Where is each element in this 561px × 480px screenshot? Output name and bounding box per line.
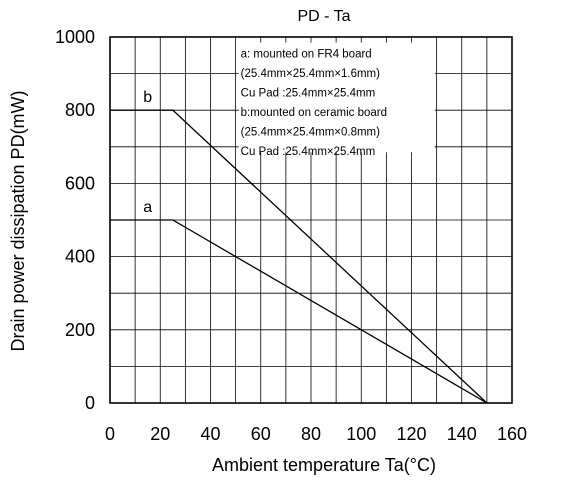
x-tick-label: 20: [150, 424, 170, 444]
y-tick-label: 0: [85, 393, 95, 413]
y-axis-label: Drain power dissipation PD(mW): [8, 90, 28, 351]
x-tick-label: 0: [105, 424, 115, 444]
chart-title: PD - Ta: [297, 8, 350, 25]
annotation-box: [238, 42, 435, 153]
annotation-line: Cu Pad :25.4mm×25.4mm: [241, 146, 376, 158]
annotation-line: (25.4mm×25.4mm×0.8mm): [241, 126, 380, 138]
annotation-line: Cu Pad :25.4mm×25.4mm: [241, 87, 376, 99]
x-tick-label: 40: [200, 424, 220, 444]
x-tick-label: 140: [447, 424, 477, 444]
x-tick-label: 100: [346, 424, 376, 444]
series-group: ab: [110, 89, 488, 404]
y-tick-label: 800: [65, 100, 95, 120]
annotation-line: (25.4mm×25.4mm×1.6mm): [241, 68, 380, 80]
y-tick-label: 400: [65, 247, 95, 267]
y-tick-label: 200: [65, 320, 95, 340]
annotation-notes: a: mounted on FR4 board (25.4mm×25.4mm×1.…: [241, 48, 387, 158]
x-tick-label: 60: [251, 424, 271, 444]
series-label-a: a: [143, 199, 152, 216]
x-tick-label: 120: [396, 424, 426, 444]
x-axis-label: Ambient temperature Ta(°C): [212, 455, 436, 475]
annotation-line: a: mounted on FR4 board: [241, 48, 372, 60]
series-line-b: [110, 109, 488, 404]
x-tick-label: 160: [497, 424, 527, 444]
annotation-line: b:mounted on ceramic board: [241, 107, 387, 119]
series-label-b: b: [143, 89, 152, 106]
y-tick-labels: 0 200 400 600 800 1000: [55, 27, 95, 413]
y-tick-label: 1000: [55, 27, 95, 47]
y-tick-label: 600: [65, 173, 95, 193]
x-tick-label: 80: [301, 424, 321, 444]
series-line-a: [110, 219, 488, 404]
x-tick-labels: 0 20 40 60 80 100 120 140 160: [105, 424, 527, 444]
